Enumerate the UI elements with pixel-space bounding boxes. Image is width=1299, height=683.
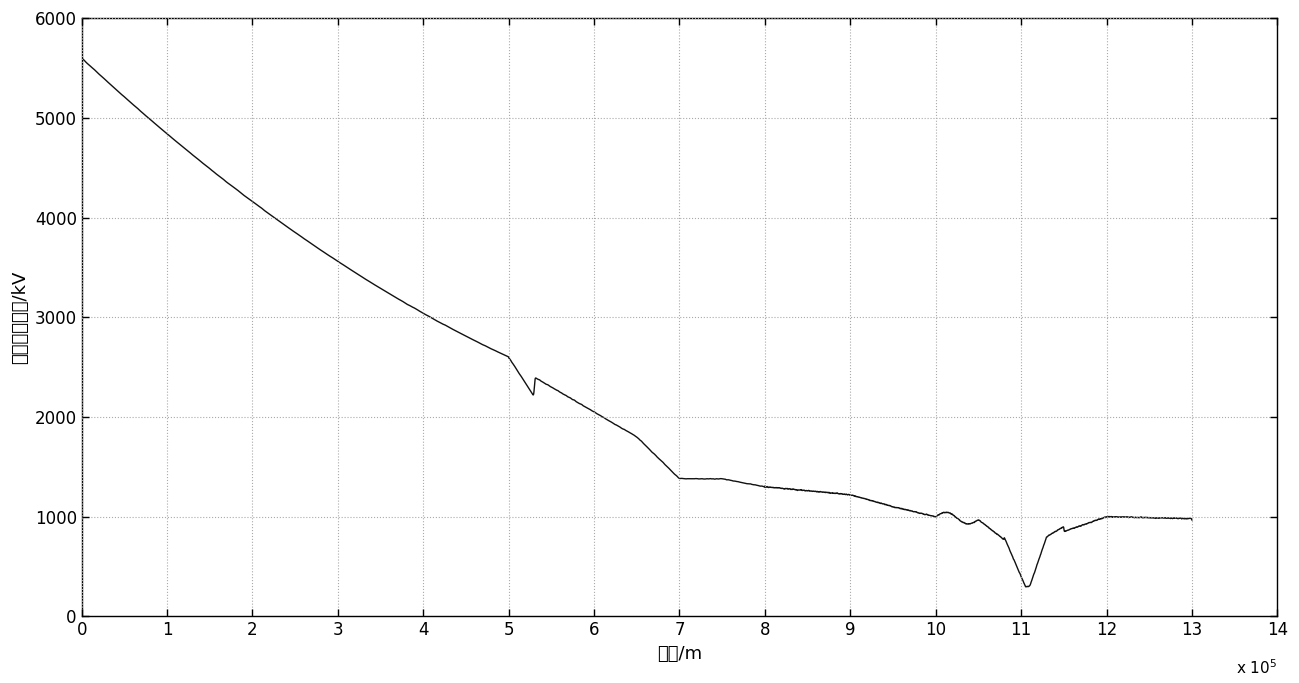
Y-axis label: 定位函数幅値/kV: 定位函数幅値/kV	[12, 270, 29, 364]
X-axis label: 距离/m: 距离/m	[657, 645, 701, 663]
Text: x 10$^5$: x 10$^5$	[1237, 658, 1277, 677]
